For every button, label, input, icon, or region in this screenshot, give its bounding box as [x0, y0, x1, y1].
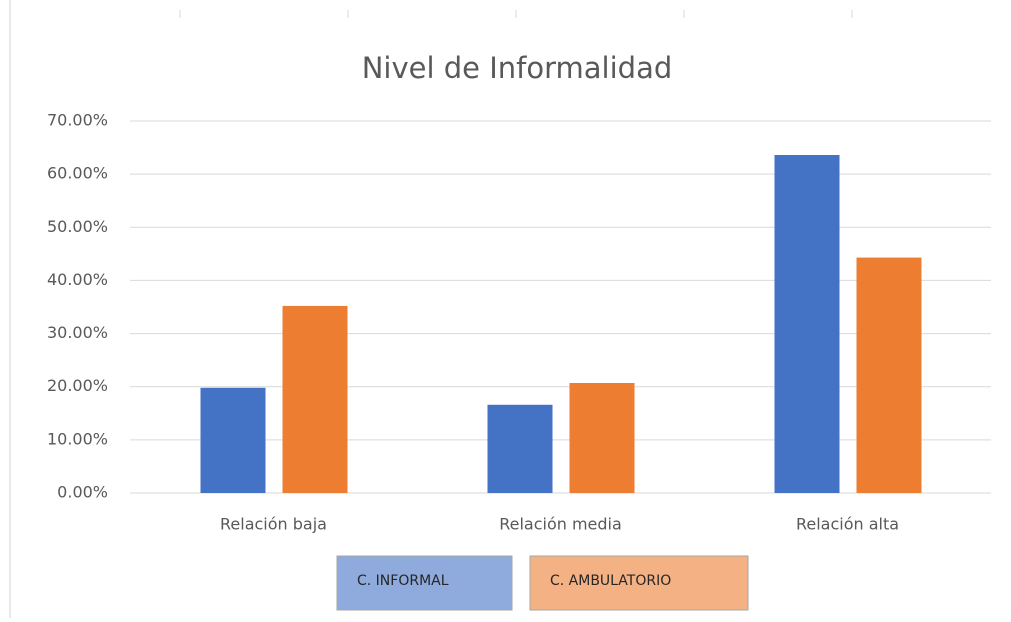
x-tick-label: Relación baja	[220, 515, 327, 534]
y-tick-label: 60.00%	[47, 164, 108, 183]
x-tick-label: Relación alta	[796, 515, 899, 534]
y-tick-label: 10.00%	[47, 429, 108, 448]
bar	[282, 305, 348, 493]
y-tick-label: 30.00%	[47, 323, 108, 342]
x-tick-label: Relación media	[499, 515, 622, 534]
legend-label: C. AMBULATORIO	[550, 573, 671, 589]
legend-label: C. INFORMAL	[357, 573, 449, 589]
chart-title: Nivel de Informalidad	[362, 51, 673, 85]
bar	[774, 155, 840, 494]
y-tick-label: 40.00%	[47, 270, 108, 289]
bar	[487, 404, 553, 493]
bar	[200, 387, 266, 493]
legend-swatch	[529, 555, 749, 611]
y-tick-label: 70.00%	[47, 111, 108, 130]
y-tick-label: 20.00%	[47, 376, 108, 395]
bar	[856, 257, 922, 493]
bar	[569, 382, 635, 493]
legend-swatch	[336, 555, 513, 611]
y-tick-label: 50.00%	[47, 217, 108, 236]
y-tick-label: 0.00%	[57, 483, 108, 502]
